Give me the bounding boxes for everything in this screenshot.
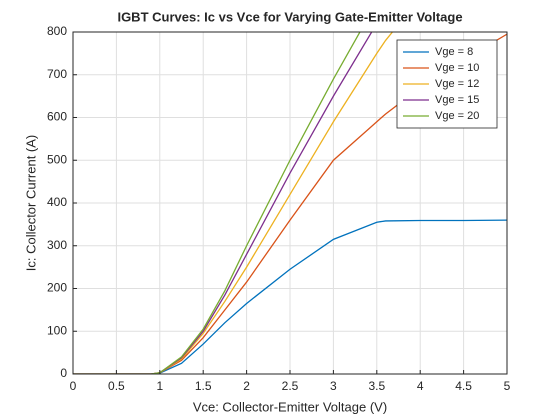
y-tick-label: 800 xyxy=(47,24,67,38)
x-axis-label: Vce: Collector-Emitter Voltage (V) xyxy=(193,399,387,414)
chart-title: IGBT Curves: Ic vs Vce for Varying Gate-… xyxy=(117,9,462,24)
legend: Vge = 8 Vge = 10 Vge = 12 Vge = 15 Vge = 20 xyxy=(396,39,498,129)
y-tick-label: 700 xyxy=(47,67,67,81)
legend-label: Vge = 20 xyxy=(435,110,479,122)
y-tick-label: 200 xyxy=(47,281,67,295)
y-axis-label: Ic: Collector Current (A) xyxy=(23,135,38,272)
x-tick-label: 4 xyxy=(417,379,424,393)
legend-label: Vge = 10 xyxy=(435,62,479,74)
x-tick-label: 4.5 xyxy=(455,379,472,393)
x-tick-label: 1.5 xyxy=(195,379,212,393)
y-tick-label: 100 xyxy=(47,323,67,337)
ticks: 0 0.5 1 1.5 2 2.5 3 3.5 4 4.5 5 0 100 200 300 400 500 600… xyxy=(47,24,511,393)
y-tick-label: 600 xyxy=(47,110,67,124)
legend-label: Vge = 15 xyxy=(435,94,479,106)
x-tick-label: 2 xyxy=(243,379,250,393)
x-tick-label: 0 xyxy=(70,379,77,393)
y-tick-label: 400 xyxy=(47,195,67,209)
x-tick-label: 0.5 xyxy=(108,379,125,393)
y-tick-label: 300 xyxy=(47,238,67,252)
x-tick-label: 1 xyxy=(156,379,163,393)
x-tick-label: 3 xyxy=(330,379,337,393)
legend-label: Vge = 8 xyxy=(435,46,473,58)
x-tick-label: 2.5 xyxy=(282,379,299,393)
x-tick-label: 3.5 xyxy=(368,379,385,393)
y-tick-label: 0 xyxy=(60,366,67,380)
legend-label: Vge = 12 xyxy=(435,78,479,90)
y-tick-label: 500 xyxy=(47,152,67,166)
x-tick-label: 5 xyxy=(504,379,511,393)
